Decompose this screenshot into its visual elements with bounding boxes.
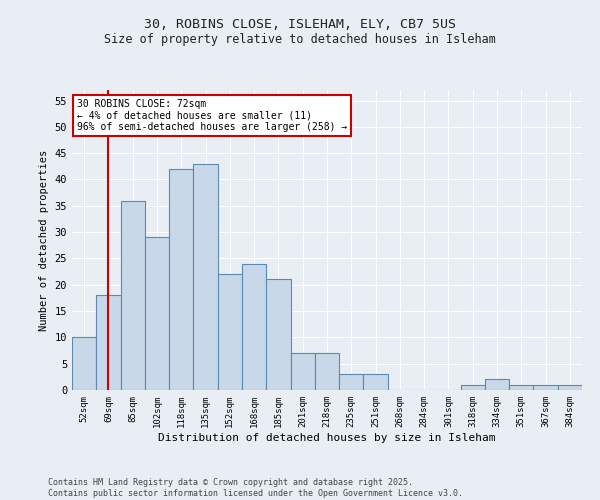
Bar bbox=[121, 200, 145, 390]
Text: Size of property relative to detached houses in Isleham: Size of property relative to detached ho… bbox=[104, 32, 496, 46]
Bar bbox=[290, 353, 315, 390]
Text: 30 ROBINS CLOSE: 72sqm
← 4% of detached houses are smaller (11)
96% of semi-deta: 30 ROBINS CLOSE: 72sqm ← 4% of detached … bbox=[77, 99, 347, 132]
Bar bbox=[72, 338, 96, 390]
X-axis label: Distribution of detached houses by size in Isleham: Distribution of detached houses by size … bbox=[158, 432, 496, 442]
Text: 30, ROBINS CLOSE, ISLEHAM, ELY, CB7 5US: 30, ROBINS CLOSE, ISLEHAM, ELY, CB7 5US bbox=[144, 18, 456, 30]
Bar bbox=[364, 374, 388, 390]
Bar bbox=[315, 353, 339, 390]
Bar bbox=[509, 384, 533, 390]
Bar bbox=[193, 164, 218, 390]
Bar bbox=[266, 280, 290, 390]
Bar bbox=[96, 296, 121, 390]
Bar bbox=[485, 380, 509, 390]
Bar bbox=[218, 274, 242, 390]
Bar bbox=[461, 384, 485, 390]
Bar bbox=[242, 264, 266, 390]
Text: Contains HM Land Registry data © Crown copyright and database right 2025.
Contai: Contains HM Land Registry data © Crown c… bbox=[48, 478, 463, 498]
Bar bbox=[169, 169, 193, 390]
Bar bbox=[339, 374, 364, 390]
Bar bbox=[145, 238, 169, 390]
Bar bbox=[533, 384, 558, 390]
Bar bbox=[558, 384, 582, 390]
Y-axis label: Number of detached properties: Number of detached properties bbox=[39, 150, 49, 330]
